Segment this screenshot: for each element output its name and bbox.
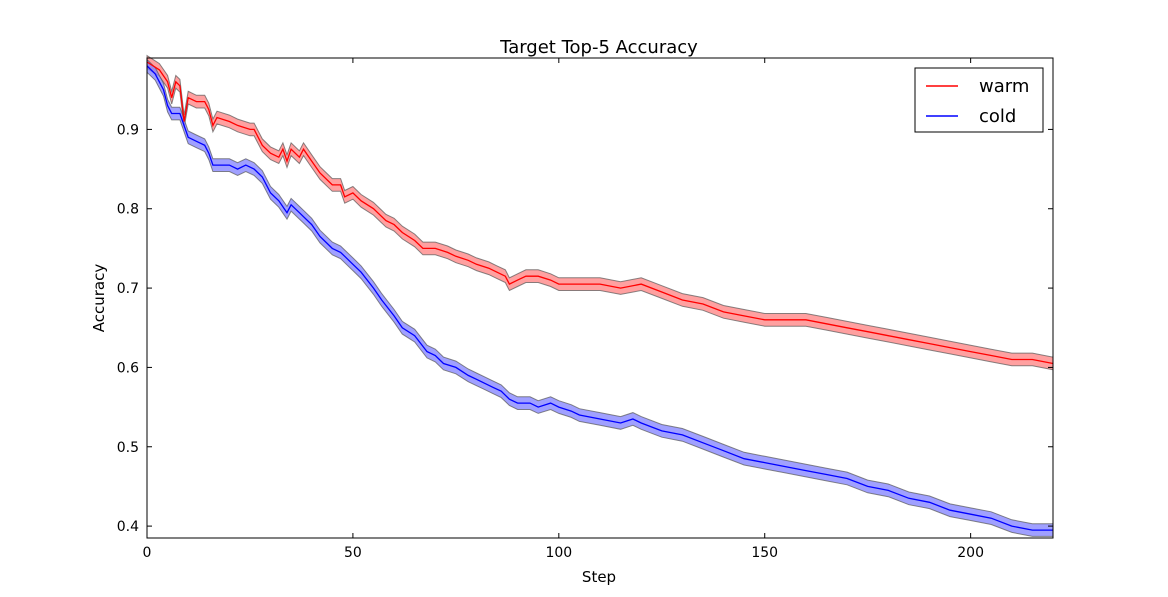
line-warm (146, 61, 1054, 365)
x-tick-label: 100 (545, 545, 572, 561)
axis-ticks (146, 58, 1053, 538)
legend-warm-label: warm (979, 76, 1029, 97)
tick-labels: 0 50 100 150 200 0.4 0.5 0.6 0.7 0.8 0.9 (117, 122, 984, 561)
y-tick-label: 0.9 (117, 122, 139, 138)
x-axis-label: Step (582, 568, 616, 586)
legend-box (914, 67, 1044, 133)
y-tick-label: 0.4 (117, 519, 139, 535)
plot-frame (146, 57, 1054, 539)
y-axis-label: Accuracy (90, 264, 108, 333)
plot-area (146, 54, 1054, 539)
chart-title: Target Top-5 Accuracy (499, 37, 698, 58)
legend: warm cold (914, 67, 1044, 133)
series-lines (146, 61, 1054, 531)
y-tick-label: 0.8 (117, 202, 139, 218)
x-tick-label: 50 (344, 545, 362, 561)
line-cold (146, 65, 1053, 531)
x-tick-label: 0 (143, 545, 152, 561)
y-tick-label: 0.7 (117, 281, 139, 297)
x-tick-label: 150 (751, 545, 778, 561)
y-tick-label: 0.5 (117, 440, 139, 456)
y-tick-label: 0.6 (117, 360, 139, 376)
legend-cold-label: cold (979, 106, 1016, 127)
x-tick-label: 200 (957, 545, 984, 561)
